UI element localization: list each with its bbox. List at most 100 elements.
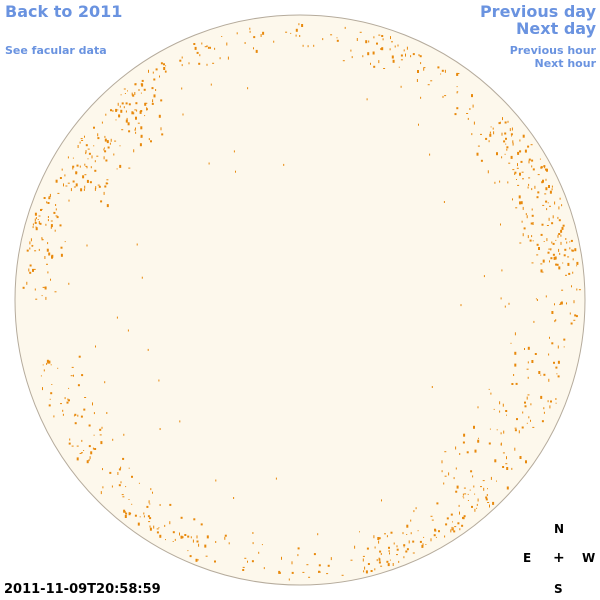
facula-point: [570, 239, 573, 242]
facula-point: [526, 368, 529, 370]
facula-point: [530, 222, 533, 225]
facula-point: [514, 427, 517, 429]
facula-point: [103, 156, 105, 160]
next-day-link[interactable]: Next day: [516, 19, 596, 38]
facula-point: [406, 534, 408, 535]
facula-point: [105, 159, 108, 162]
facula-point: [97, 137, 100, 140]
facula-point: [430, 80, 433, 82]
facula-point: [517, 184, 520, 186]
facula-point: [132, 94, 135, 97]
facula-point: [501, 156, 503, 159]
facula-point: [252, 532, 254, 534]
facula-point: [59, 177, 62, 179]
facula-point: [283, 163, 285, 166]
facula-point: [124, 93, 126, 94]
facula-point: [194, 46, 197, 50]
facula-point: [330, 557, 332, 561]
facula-point: [448, 472, 450, 476]
facula-point: [93, 145, 95, 147]
facula-point: [295, 34, 297, 37]
facula-point: [86, 166, 88, 169]
facula-point: [31, 244, 33, 247]
facula-point: [93, 412, 95, 415]
facula-point: [437, 66, 440, 69]
facula-point: [453, 530, 456, 533]
facula-point: [97, 184, 100, 186]
facula-point: [76, 457, 79, 461]
facula-point: [560, 229, 563, 233]
facula-point: [415, 507, 417, 510]
facula-point: [125, 512, 128, 515]
facula-point: [103, 191, 105, 195]
facula-point: [70, 375, 73, 377]
facula-point: [419, 540, 422, 543]
facula-point: [529, 239, 532, 242]
facula-point: [144, 115, 146, 117]
facula-point: [121, 129, 124, 131]
facula-point: [487, 502, 490, 503]
compass-center-cross: +: [553, 550, 565, 566]
facula-point: [412, 552, 415, 554]
facula-point: [210, 83, 212, 86]
facula-point: [219, 57, 221, 60]
facula-point: [514, 173, 516, 175]
facula-point: [571, 249, 573, 252]
facula-point: [45, 223, 47, 226]
previous-day-link[interactable]: Previous day: [479, 2, 596, 21]
back-to-year-link[interactable]: Back to 2011: [5, 2, 123, 21]
see-facular-data-link[interactable]: See facular data: [5, 44, 107, 57]
facula-point: [530, 419, 531, 422]
facula-point: [388, 550, 390, 552]
facula-point: [319, 571, 321, 573]
facula-point: [480, 133, 482, 135]
facula-point: [251, 560, 254, 563]
facula-point: [542, 259, 545, 263]
next-hour-link[interactable]: Next hour: [534, 57, 597, 70]
facula-point: [467, 493, 469, 495]
facula-point: [146, 505, 149, 508]
facula-point: [541, 181, 544, 184]
facula-point: [47, 202, 50, 204]
facula-point: [90, 166, 92, 169]
facula-point: [555, 263, 558, 266]
facula-point: [123, 509, 126, 513]
facula-point: [139, 143, 142, 147]
facula-point: [354, 545, 356, 549]
facula-point: [564, 248, 567, 251]
facula-point: [441, 470, 443, 473]
facula-point: [226, 42, 228, 46]
compass-south-label: S: [554, 582, 563, 596]
previous-hour-link[interactable]: Previous hour: [509, 44, 596, 57]
facula-point: [179, 532, 180, 536]
facula-point: [236, 32, 238, 35]
facula-point: [383, 68, 386, 69]
facula-point: [134, 128, 136, 131]
facula-point: [545, 187, 548, 191]
facula-point: [39, 222, 42, 225]
facula-point: [136, 243, 138, 246]
facula-point: [553, 256, 556, 260]
facula-point: [367, 563, 370, 565]
facula-point: [306, 564, 309, 566]
facula-point: [518, 430, 520, 434]
facula-point: [471, 133, 473, 136]
facula-point: [48, 196, 51, 198]
facula-point: [460, 304, 462, 307]
facula-point: [540, 166, 543, 169]
facula-point: [444, 475, 447, 477]
observation-timestamp: 2011-11-09T20:58:59: [4, 582, 161, 597]
facula-point: [516, 179, 517, 180]
facula-point: [527, 235, 529, 239]
facula-point: [463, 497, 465, 499]
facula-point: [106, 183, 109, 185]
facula-point: [576, 261, 579, 265]
facula-point: [486, 494, 488, 496]
facula-point: [462, 441, 465, 444]
facula-point: [514, 447, 516, 451]
facula-point: [297, 547, 300, 550]
facula-point: [65, 185, 68, 187]
facula-point: [503, 466, 504, 468]
compass-east-label: E: [523, 551, 532, 565]
facula-point: [215, 479, 217, 482]
